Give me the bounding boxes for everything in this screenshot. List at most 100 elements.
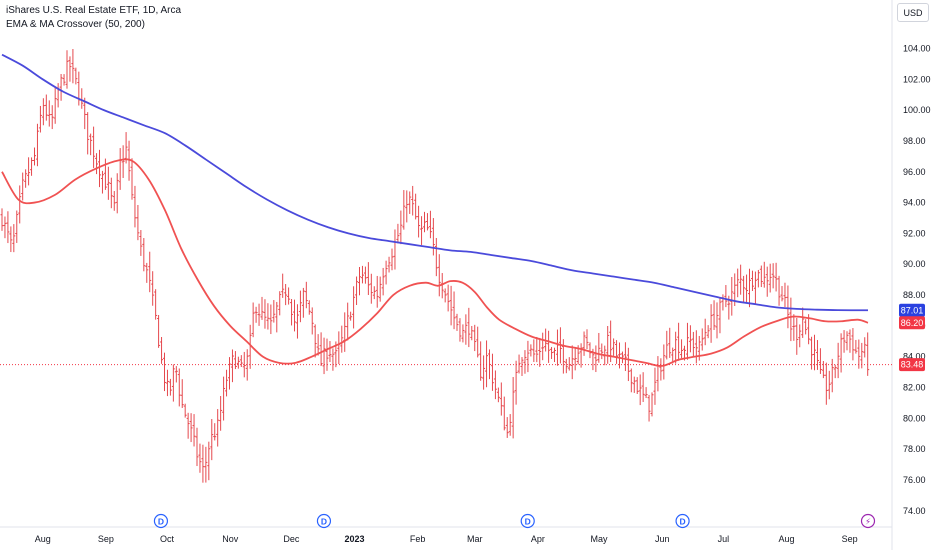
ohlc-bar (745, 274, 749, 303)
ohlc-bar (765, 266, 769, 297)
ohlc-bar (801, 307, 805, 338)
ohlc-bar (405, 190, 409, 223)
ohlc-bar (736, 268, 740, 298)
ohlc-bar (278, 291, 282, 316)
price-axis[interactable]: 104.00 102.00 100.00 98.00 96.00 94.00 92.00 90… (903, 43, 931, 515)
ohlc-bar (789, 297, 793, 342)
ohlc-bar (100, 170, 104, 194)
x-tick-label: Aug (35, 534, 51, 544)
ohlc-bar (378, 276, 382, 302)
price-bars (0, 48, 870, 483)
earnings-event-icon[interactable]: ⚡ (860, 513, 876, 529)
symbol-title[interactable]: iShares U.S. Real Estate ETF, 1D, Arca (6, 5, 182, 16)
indicator-title[interactable]: EMA & MA Crossover (50, 200) (6, 19, 145, 30)
chart-legend: iShares U.S. Real Estate ETF, 1D, Arca E… (6, 4, 181, 32)
x-tick-label: Mar (467, 534, 483, 544)
ohlc-bar (836, 342, 840, 379)
ohlc-bar (27, 157, 31, 186)
ohlc-bar (443, 288, 447, 303)
time-axis[interactable]: Aug Sep Oct Nov Dec 2023 Feb Mar Apr May Jun Jul Aug… (35, 534, 858, 544)
ohlc-bar (130, 158, 134, 200)
ohlc-bar (854, 339, 858, 354)
ohlc-bar (44, 94, 48, 121)
ohlc-bar (313, 324, 317, 358)
ohlc-bar (322, 337, 326, 375)
ohlc-bar (535, 336, 539, 363)
ohlc-bar (866, 332, 870, 376)
ohlc-bar (53, 86, 57, 124)
ohlc-bar (597, 332, 601, 363)
ohlc-bar (437, 254, 441, 297)
x-tick-label: Sep (842, 534, 858, 544)
x-tick-label: Jun (655, 534, 670, 544)
ohlc-bar (6, 211, 10, 244)
ohlc-bar (9, 226, 13, 253)
ohlc-bar (434, 238, 438, 277)
ohlc-bar (502, 396, 506, 431)
ohlc-bar (387, 256, 391, 273)
ohlc-bar (71, 48, 75, 84)
ohlc-bar (272, 300, 276, 323)
ohlc-bar (582, 331, 586, 356)
ohlc-bar (136, 204, 140, 241)
x-tick-label: 2023 (344, 534, 364, 544)
ohlc-bar (428, 210, 432, 239)
ohlc-bar (520, 357, 524, 376)
event-markers: D D D D ⚡ (153, 513, 876, 529)
ohlc-bar (369, 273, 373, 304)
currency-button[interactable]: USD (897, 3, 929, 22)
ohlc-bar (703, 318, 707, 346)
dividend-event-icon[interactable]: D (316, 513, 332, 529)
ohlc-bar (638, 374, 642, 406)
ohlc-bar (213, 423, 217, 441)
ohlc-bar (813, 334, 817, 371)
ohlc-bar (420, 216, 424, 245)
value-tag: 83.48 (899, 358, 925, 372)
ohlc-bar (635, 377, 639, 395)
dividend-event-icon[interactable]: D (153, 513, 169, 529)
ohlc-bar (461, 324, 465, 343)
ohlc-bar (538, 337, 542, 367)
y-tick-label: 76.00 (903, 475, 926, 485)
ohlc-bar (284, 283, 288, 306)
ohlc-bar (709, 304, 713, 343)
dividend-event-icon[interactable]: D (520, 513, 535, 529)
ohlc-bar (623, 342, 627, 372)
ohlc-bar (573, 348, 577, 371)
y-tick-label: 102.00 (903, 74, 931, 84)
value-tag-label: 83.48 (901, 360, 924, 370)
ohlc-bar (381, 267, 385, 296)
svg-text:D: D (525, 517, 531, 527)
ohlc-bar (307, 300, 311, 315)
ohlc-bar (168, 378, 172, 396)
ohlc-bar (293, 299, 297, 332)
last-value-tags: 87.01 86.20 83.48 (899, 303, 925, 372)
dividend-event-icon[interactable]: D (675, 513, 690, 529)
ohlc-bar (275, 301, 279, 333)
ohlc-bar (804, 319, 808, 335)
x-tick-label: Aug (778, 534, 794, 544)
ohlc-bar (127, 140, 131, 181)
ohlc-bar (514, 360, 518, 405)
ohlc-bar (325, 338, 329, 371)
ohlc-bar (230, 349, 234, 383)
ohlc-bar (668, 327, 672, 358)
ohlc-bar (301, 287, 305, 318)
ohlc-bar (165, 369, 169, 397)
ohlc-bar (189, 413, 193, 443)
ohlc-bar (248, 324, 252, 369)
ohlc-bar (192, 414, 196, 447)
ohlc-bar (833, 364, 837, 379)
ohlc-bar (151, 271, 155, 306)
ohlc-bar (41, 98, 45, 126)
ma-200-line (1, 53, 869, 312)
ohlc-bar (762, 261, 766, 288)
ohlc-bar (827, 370, 831, 400)
ohlc-bar (750, 270, 754, 291)
ohlc-bar (319, 332, 323, 367)
y-tick-label: 100.00 (903, 105, 931, 115)
ohlc-bar (160, 337, 164, 364)
ohlc-bar (523, 350, 527, 374)
